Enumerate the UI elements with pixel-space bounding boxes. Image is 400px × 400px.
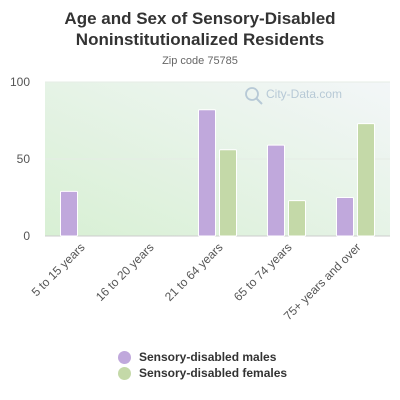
- legend-label-males: Sensory-disabled males: [139, 350, 277, 364]
- bar-female-4: [288, 200, 306, 237]
- y-axis: 0 50 100: [10, 75, 30, 243]
- y-tick-label: 0: [23, 229, 30, 243]
- legend-swatch-females: [118, 366, 131, 380]
- legend-swatch-males: [118, 350, 131, 364]
- legend-item-males: Sensory-disabled males: [118, 349, 287, 365]
- bar-male-1: [60, 190, 78, 237]
- x-axis: 5 to 15 years 16 to 20 years 21 to 64 year…: [29, 240, 364, 323]
- legend: Sensory-disabled males Sensory-disabled …: [118, 349, 287, 381]
- chart-title: Age and Sex of Sensory-Disabled Noninsti…: [0, 8, 400, 50]
- y-tick-label: 50: [17, 152, 31, 166]
- x-tick-label: 75+ years and over: [281, 240, 364, 323]
- x-tick-label: 65 to 74 years: [231, 240, 295, 304]
- watermark-text: City-Data.com: [266, 87, 342, 101]
- x-tick-label: 21 to 64 years: [162, 240, 226, 304]
- bars-layer: [60, 109, 375, 237]
- watermark: City-Data.com: [245, 87, 342, 105]
- bar-male-4: [267, 144, 285, 237]
- legend-label-females: Sensory-disabled females: [139, 366, 288, 380]
- x-tick-label: 5 to 15 years: [29, 240, 88, 299]
- chart-title-line-1: Age and Sex of Sensory-Disabled: [64, 9, 336, 28]
- bar-female-3: [219, 149, 237, 237]
- chart-title-line-2: Noninstitutionalized Residents: [75, 30, 325, 49]
- watermark-icon: [245, 87, 259, 101]
- bar-female-5: [357, 123, 375, 237]
- legend-item-females: Sensory-disabled females: [118, 365, 287, 381]
- x-tick-label: 16 to 20 years: [93, 240, 157, 304]
- grid-layer: [45, 81, 390, 237]
- y-tick-label: 100: [10, 75, 30, 89]
- chart-subtitle: Zip code 75785: [162, 55, 238, 67]
- bar-male-5: [336, 197, 354, 237]
- bar-male-3: [198, 109, 216, 237]
